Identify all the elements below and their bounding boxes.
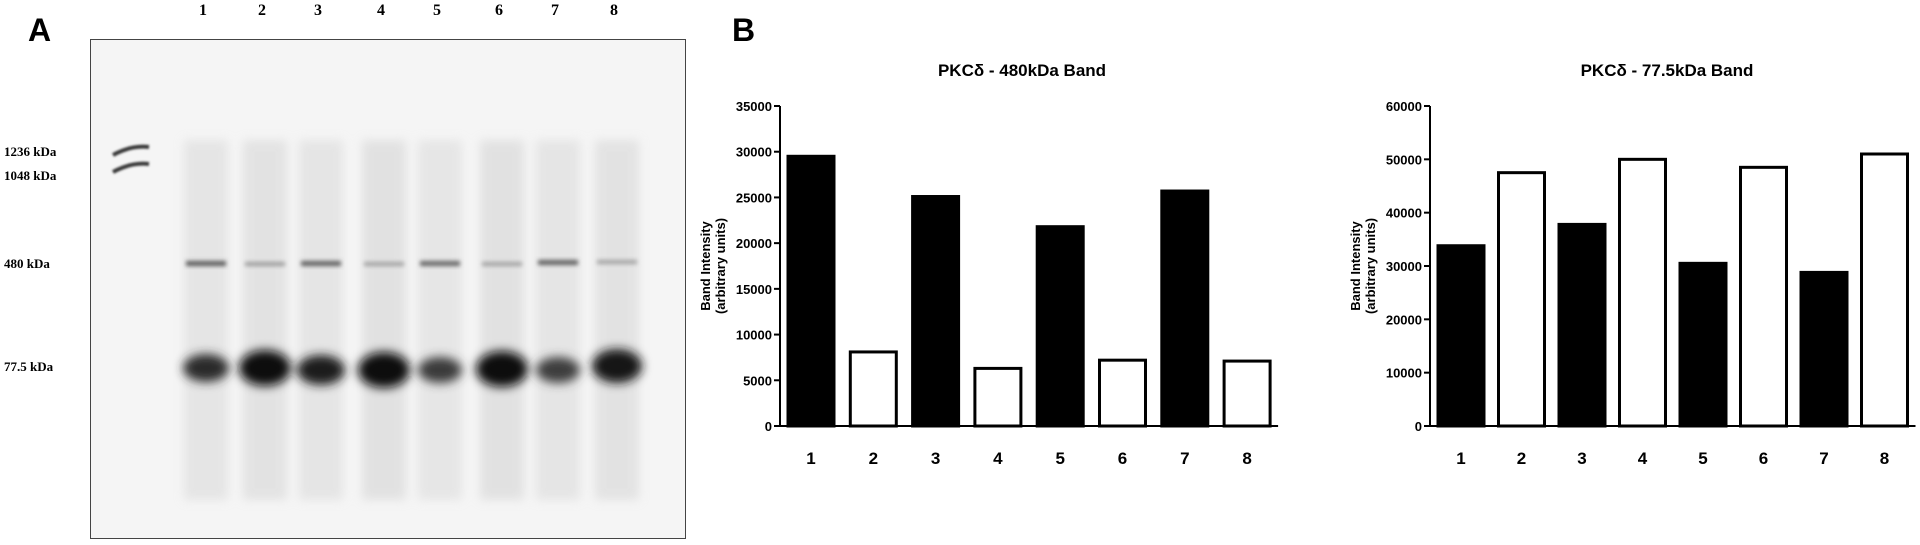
y-tick-label: 20000 xyxy=(1386,312,1422,327)
bar-6 xyxy=(1098,358,1147,428)
y-axis-label-line-1: Band Intensity xyxy=(1348,220,1363,310)
bar-chart-77-5kda: PKCδ - 77.5kDa Band Band Intensity(arbitr… xyxy=(1348,61,1916,468)
bar-3 xyxy=(911,195,961,428)
panel-a-letter: A xyxy=(28,12,52,48)
bar-5 xyxy=(1678,261,1728,428)
y-tick-label: 0 xyxy=(765,419,772,434)
x-tick-label: 8 xyxy=(1242,449,1251,468)
y-axis-label-line-2: (arbitrary units) xyxy=(1363,218,1378,314)
bar-6 xyxy=(1739,165,1788,428)
x-tick-label: 1 xyxy=(806,449,815,468)
x-tick-label: 3 xyxy=(931,449,940,468)
bar-4 xyxy=(973,366,1023,428)
bar-1 xyxy=(786,154,836,428)
marker-480kda: 480 kDa xyxy=(4,256,50,271)
x-tick-label: 1 xyxy=(1456,449,1465,468)
x-tick-label: 5 xyxy=(1698,449,1707,468)
bar-2 xyxy=(1497,171,1546,428)
bar-5 xyxy=(1035,225,1085,428)
lane-label-3: 3 xyxy=(314,2,322,19)
chart-title: PKCδ - 480kDa Band xyxy=(938,61,1106,80)
lane-label-6: 6 xyxy=(495,2,503,19)
lane-label-8: 8 xyxy=(610,2,618,19)
bar-3 xyxy=(1557,222,1607,428)
y-tick-label: 40000 xyxy=(1386,206,1422,221)
y-tick-label: 5000 xyxy=(743,373,772,388)
lane-label-5: 5 xyxy=(433,2,441,19)
marker-1236kda: 1236 kDa xyxy=(4,144,57,159)
bar-4 xyxy=(1618,157,1667,428)
bar-7 xyxy=(1799,270,1849,428)
lane-label-2: 2 xyxy=(258,2,266,19)
x-tick-label: 4 xyxy=(1638,449,1648,468)
marker-77-5kda: 77.5 kDa xyxy=(4,359,54,374)
x-tick-label: 6 xyxy=(1118,449,1127,468)
y-tick-label: 50000 xyxy=(1386,152,1422,167)
x-tick-label: 6 xyxy=(1759,449,1768,468)
x-tick-label: 3 xyxy=(1577,449,1586,468)
western-blot-image xyxy=(90,39,686,539)
y-tick-label: 10000 xyxy=(1386,366,1422,381)
bar-7 xyxy=(1160,189,1210,428)
y-tick-label: 30000 xyxy=(736,145,772,160)
y-tick-label: 10000 xyxy=(736,328,772,343)
bar-2 xyxy=(848,350,898,428)
lane-label-7: 7 xyxy=(551,2,559,19)
y-axis-label-line-1: Band Intensity xyxy=(698,220,713,310)
x-tick-label: 8 xyxy=(1880,449,1889,468)
lane-label-1: 1 xyxy=(199,2,207,19)
lane-label-4: 4 xyxy=(377,2,385,19)
y-axis-label-line-2: (arbitrary units) xyxy=(713,218,728,314)
x-tick-label: 2 xyxy=(869,449,878,468)
western-blot-graphic xyxy=(91,40,685,538)
y-tick-label: 0 xyxy=(1415,419,1422,434)
x-tick-label: 5 xyxy=(1055,449,1064,468)
marker-1048kda: 1048 kDa xyxy=(4,168,57,183)
x-tick-label: 7 xyxy=(1180,449,1189,468)
y-tick-label: 30000 xyxy=(1386,259,1422,274)
x-tick-label: 4 xyxy=(993,449,1003,468)
y-tick-label: 15000 xyxy=(736,282,772,297)
bar-chart-480kda: PKCδ - 480kDa Band Band Intensity(arbitra… xyxy=(698,61,1279,468)
panel-b-letter: B xyxy=(732,12,756,48)
y-tick-label: 60000 xyxy=(1386,99,1422,114)
bar-8 xyxy=(1860,152,1909,428)
y-tick-label: 20000 xyxy=(736,236,772,251)
y-tick-label: 35000 xyxy=(736,99,772,114)
x-tick-label: 2 xyxy=(1517,449,1526,468)
y-axis-label: Band Intensity(arbitrary units) xyxy=(1348,218,1378,314)
bar-8 xyxy=(1222,359,1272,428)
y-axis-label: Band Intensity(arbitrary units) xyxy=(698,218,728,314)
x-tick-label: 7 xyxy=(1819,449,1828,468)
y-tick-label: 25000 xyxy=(736,190,772,205)
chart-title: PKCδ - 77.5kDa Band xyxy=(1581,61,1754,80)
bar-1 xyxy=(1436,244,1486,428)
